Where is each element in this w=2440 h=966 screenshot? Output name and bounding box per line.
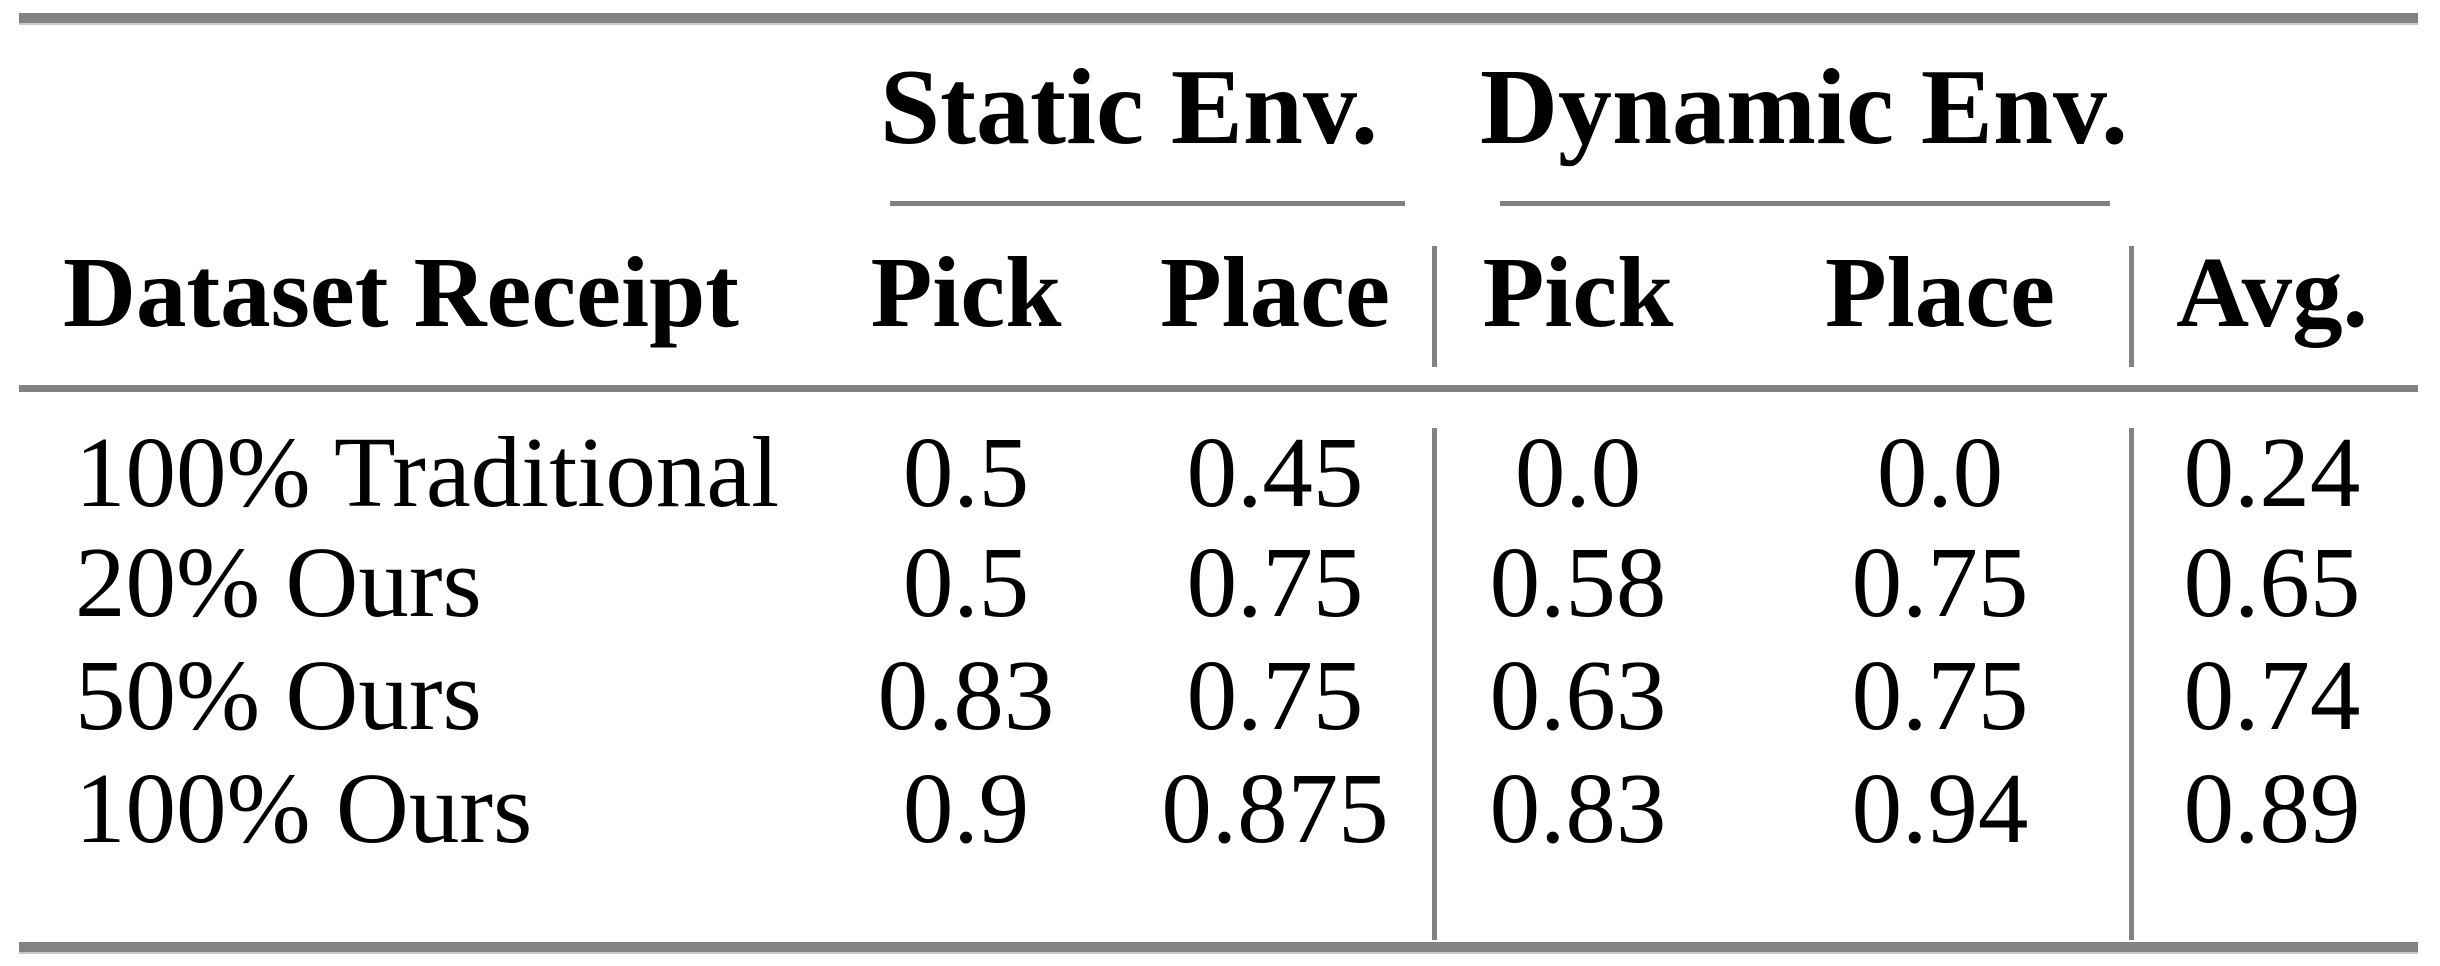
vertical-rule-static-dynamic-body <box>1432 428 1437 940</box>
vertical-rule-dynamic-avg-body <box>2129 428 2134 940</box>
cell-value: 0.94 <box>1851 752 2029 864</box>
cell-value: 0.0 <box>1514 416 1642 528</box>
column-header-static-pick: Pick <box>870 236 1062 348</box>
cell-value: 0.74 <box>2183 639 2361 751</box>
cell-value: 0.89 <box>2183 752 2361 864</box>
column-header-avg: Avg. <box>2176 236 2368 348</box>
cell-value: 0.83 <box>1489 752 1667 864</box>
cell-value: 0.58 <box>1489 526 1667 638</box>
cell-value: 0.65 <box>2183 526 2361 638</box>
cell-value: 0.875 <box>1161 752 1389 864</box>
column-header-dynamic-pick: Pick <box>1482 236 1674 348</box>
cell-value: 0.0 <box>1876 416 2004 528</box>
vertical-rule-dynamic-avg-header <box>2129 246 2134 367</box>
row-label: 100% Traditional <box>75 416 780 528</box>
column-header-static-place: Place <box>1160 236 1390 348</box>
header-rule <box>19 385 2418 392</box>
bottom-rule <box>19 942 2418 952</box>
column-group-static: Static Env. <box>879 48 1379 167</box>
column-group-dynamic: Dynamic Env. <box>1479 48 2129 167</box>
row-label: 20% Ours <box>75 526 482 638</box>
row-label: 100% Ours <box>75 752 533 864</box>
cmidrule-static <box>890 201 1405 206</box>
cell-value: 0.5 <box>902 416 1030 528</box>
cell-value: 0.45 <box>1186 416 1364 528</box>
cell-value: 0.5 <box>902 526 1030 638</box>
cell-value: 0.83 <box>877 639 1055 751</box>
cell-value: 0.24 <box>2183 416 2361 528</box>
top-rule <box>19 13 2418 23</box>
cmidrule-dynamic <box>1500 201 2110 206</box>
cell-value: 0.9 <box>902 752 1030 864</box>
column-header-dynamic-place: Place <box>1825 236 2055 348</box>
row-label: 50% Ours <box>75 639 482 751</box>
column-header-dataset-receipt: Dataset Receipt <box>63 236 739 348</box>
cell-value: 0.75 <box>1851 526 2029 638</box>
cell-value: 0.63 <box>1489 639 1667 751</box>
cell-value: 0.75 <box>1186 639 1364 751</box>
cell-value: 0.75 <box>1851 639 2029 751</box>
vertical-rule-static-dynamic-header <box>1432 246 1437 367</box>
cell-value: 0.75 <box>1186 526 1364 638</box>
